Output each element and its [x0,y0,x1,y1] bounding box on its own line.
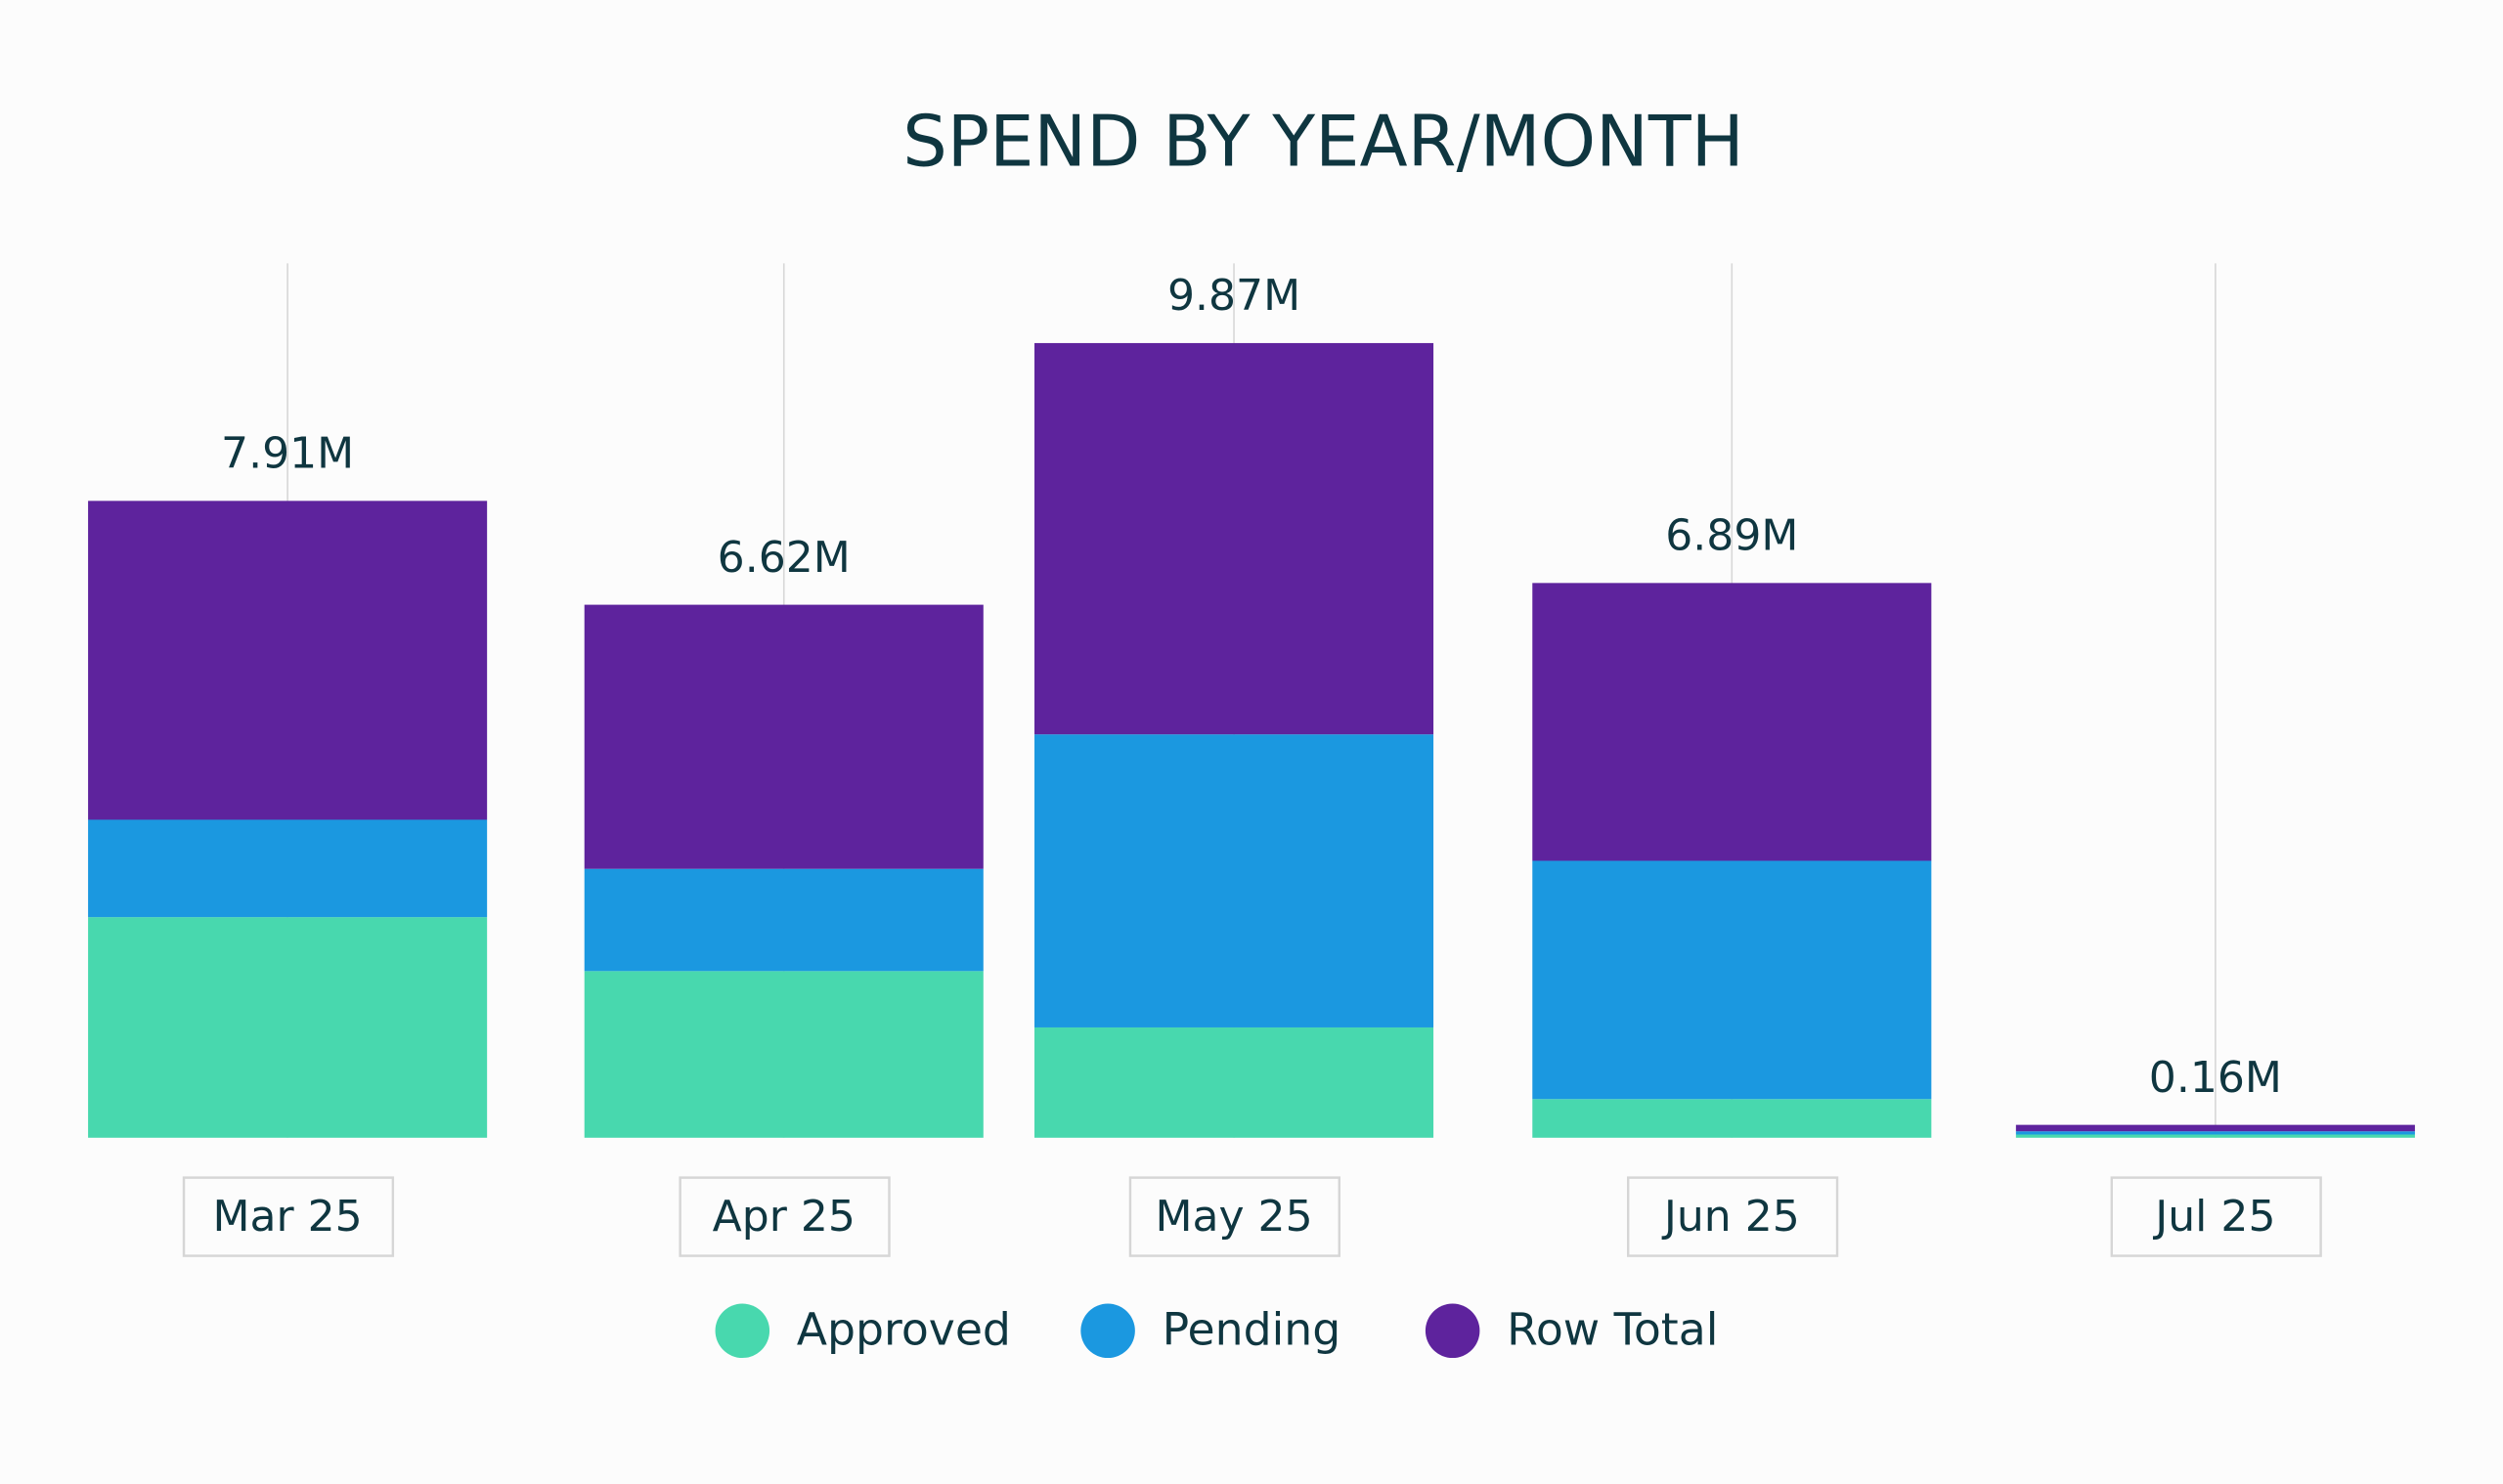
total-label: 6.89M [1665,511,1798,561]
bar-segment [88,501,488,820]
legend-marker [1425,1303,1480,1359]
bar-segment [584,971,984,1138]
total-label: 6.62M [718,533,851,583]
chart-title: SPEND BY YEAR/MONTH [902,101,1743,183]
legend-label: Approved [797,1303,1011,1355]
total-label: 7.91M [221,429,354,479]
bar-segment [584,868,984,972]
total-label: 9.87M [1167,271,1300,321]
bar-segment [1034,734,1434,1027]
x-tick-label: Jul 25 [2152,1192,2275,1242]
bar-segment [1034,342,1434,735]
x-tick-label: Jun 25 [1661,1192,1800,1242]
bar-segment [1034,1026,1434,1138]
x-tick-box [2110,1176,2322,1257]
x-tick-box [182,1176,395,1257]
x-tick-box [1626,1176,1839,1257]
bar-segment [2015,1131,2415,1135]
legend-marker [715,1303,770,1359]
bar-segment [2015,1124,2415,1132]
legend-marker [1080,1303,1135,1359]
legend-label: Row Total [1507,1303,1718,1355]
x-tick-label: Mar 25 [213,1192,363,1242]
bar-segment [1532,1099,1932,1138]
x-tick-box [1128,1176,1340,1257]
x-tick-label: Apr 25 [713,1192,856,1242]
bar-segment [1532,860,1932,1100]
bar-segment [2015,1134,2415,1138]
x-tick-box [679,1176,891,1257]
bar-segment [88,819,488,918]
bar-segment [1532,583,1932,861]
legend-label: Pending [1163,1303,1341,1355]
bar-segment [88,917,488,1138]
bar-segment [584,604,984,869]
total-label: 0.16M [2149,1053,2282,1103]
x-tick-label: May 25 [1155,1192,1312,1242]
